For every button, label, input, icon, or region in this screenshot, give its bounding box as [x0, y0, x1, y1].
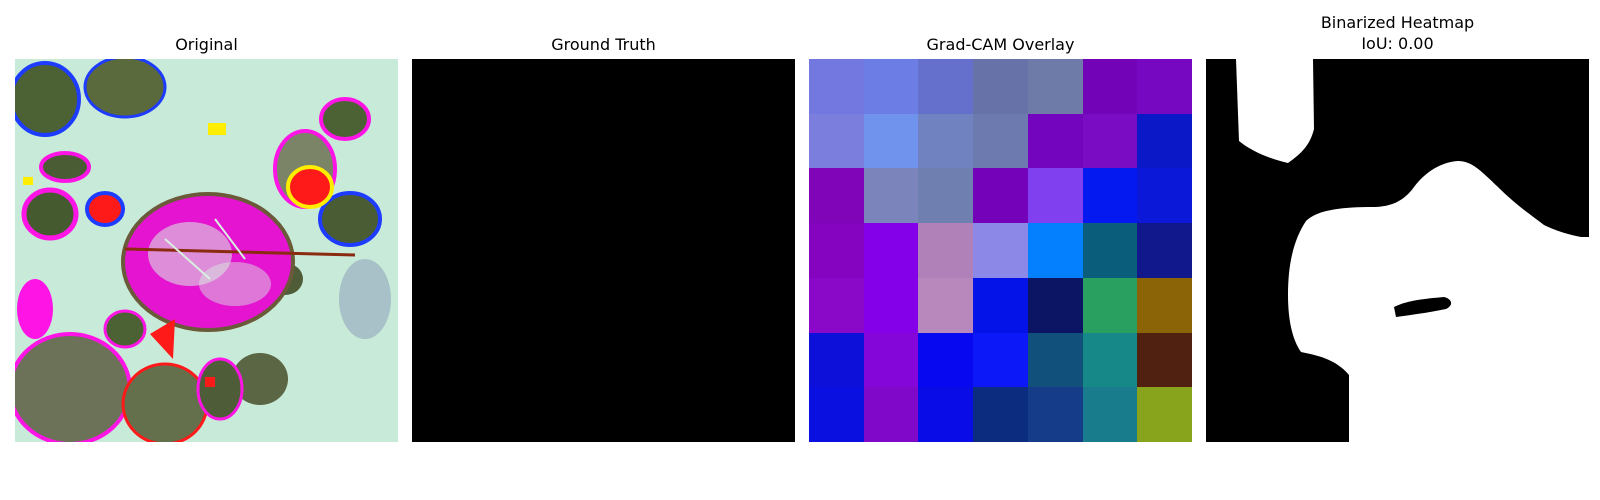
gradcam-overlay-title: Grad-CAM Overlay — [926, 35, 1075, 54]
gradcam-cell — [1137, 333, 1192, 387]
gradcam-cell — [918, 114, 973, 168]
gradcam-cell — [809, 59, 864, 114]
gradcam-cell — [918, 278, 973, 333]
gradcam-cell — [918, 333, 973, 387]
gradcam-cell — [1137, 168, 1192, 223]
gradcam-cell — [918, 387, 973, 442]
gradcam-cell — [1083, 333, 1137, 387]
gradcam-cell — [1028, 333, 1083, 387]
gradcam-cell — [864, 387, 918, 442]
gradcam-cell — [1028, 278, 1083, 333]
gradcam-cell — [864, 168, 918, 223]
gradcam-cell — [1137, 223, 1192, 278]
gradcam-cell — [864, 333, 918, 387]
gradcam-cell — [809, 333, 864, 387]
original-image — [15, 59, 398, 442]
gradcam-cell — [864, 223, 918, 278]
gradcam-cell — [1137, 278, 1192, 333]
gradcam-cell — [918, 59, 973, 114]
gradcam-cell — [1083, 59, 1137, 114]
binarized-heatmap — [1206, 59, 1589, 442]
gradcam-cell — [1028, 59, 1083, 114]
gradcam-cell — [1083, 114, 1137, 168]
gradcam-cell — [1028, 223, 1083, 278]
gradcam-cell — [864, 59, 918, 114]
gradcam-cell — [809, 278, 864, 333]
binarized-heatmap-title: Binarized Heatmap IoU: 0.00 — [1206, 12, 1589, 54]
ground-truth-mask — [412, 59, 795, 442]
gradcam-cell — [1083, 278, 1137, 333]
ground-truth-title: Ground Truth — [551, 35, 656, 54]
gradcam-cell — [1028, 168, 1083, 223]
gradcam-cell — [864, 278, 918, 333]
gradcam-overlay-grid — [809, 59, 1192, 442]
gradcam-cell — [1083, 387, 1137, 442]
gradcam-cell — [918, 223, 973, 278]
gradcam-cell — [1028, 387, 1083, 442]
gradcam-cell — [973, 114, 1028, 168]
gradcam-cell — [809, 114, 864, 168]
binarized-heatmap-title-main: Binarized Heatmap — [1320, 13, 1475, 32]
gradcam-cell — [1028, 114, 1083, 168]
gradcam-cell — [973, 278, 1028, 333]
gradcam-cell — [809, 387, 864, 442]
gradcam-cell — [1083, 168, 1137, 223]
gradcam-cell — [809, 223, 864, 278]
gradcam-cell — [973, 387, 1028, 442]
gradcam-cell — [973, 168, 1028, 223]
gradcam-cell — [1137, 114, 1192, 168]
gradcam-cell — [809, 168, 864, 223]
iou-score-label: IoU: 0.00 — [1361, 34, 1434, 53]
gradcam-cell — [1083, 223, 1137, 278]
gradcam-cell — [1137, 59, 1192, 114]
gradcam-cell — [918, 168, 973, 223]
gradcam-cell — [1137, 387, 1192, 442]
original-image-graphic — [15, 59, 398, 442]
gradcam-cell — [864, 114, 918, 168]
gradcam-cell — [973, 333, 1028, 387]
gradcam-cell — [973, 59, 1028, 114]
gradcam-overlay — [809, 59, 1192, 442]
binarized-heatmap-graphic — [1206, 59, 1589, 442]
original-title: Original — [175, 35, 238, 54]
gradcam-cell — [973, 223, 1028, 278]
